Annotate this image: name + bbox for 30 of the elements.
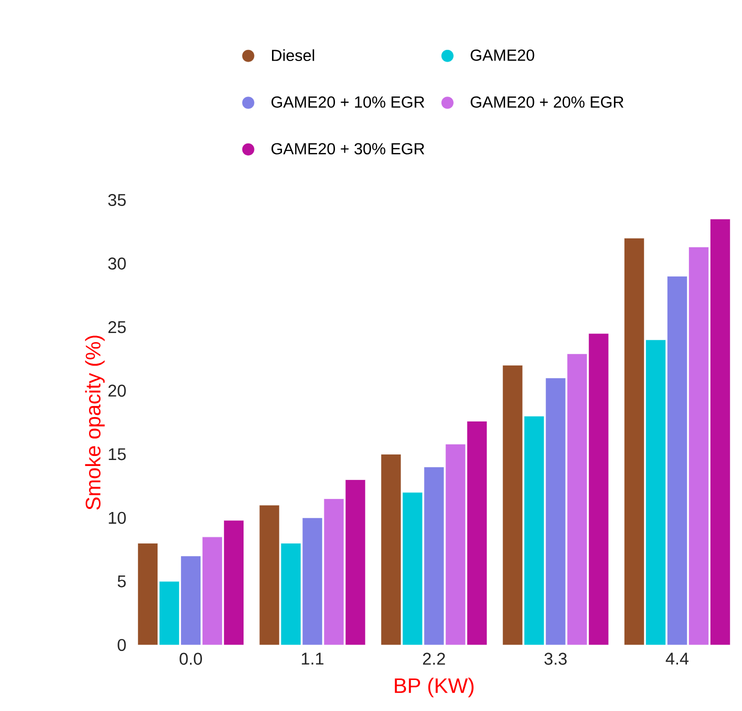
x-tick-label: 0.0	[180, 652, 202, 665]
legend-label: GAME20 + 20% EGR	[470, 96, 624, 108]
legend-label: GAME20	[470, 50, 534, 61]
bar	[202, 536, 223, 645]
bar	[180, 556, 202, 645]
bar	[424, 466, 444, 645]
y-tick-label: 15	[108, 448, 126, 460]
bar	[566, 354, 588, 645]
bar	[667, 276, 688, 645]
legend-label: Diesel	[272, 49, 314, 62]
bar	[324, 498, 344, 645]
legend-label: GAME20 + 30% EGR	[272, 143, 424, 154]
y-tick-label: 5	[118, 575, 126, 588]
y-tick-label: 10	[108, 512, 126, 524]
y-tick-label: 20	[108, 384, 126, 397]
bar	[445, 444, 466, 645]
y-tick-label: 25	[108, 321, 126, 334]
y-axis-title: Smoke opacity (%)	[85, 336, 105, 510]
bar	[688, 246, 709, 645]
legend-label: GAME20 + 10% EGR	[272, 96, 424, 108]
x-tick-label: 3.3	[544, 652, 567, 665]
x-tick-label: 1.1	[302, 652, 324, 664]
x-tick-label: 4.4	[666, 652, 689, 664]
y-tick-label: 35	[108, 194, 126, 206]
y-tick-label: 0	[118, 638, 126, 652]
y-tick-label: 30	[108, 258, 126, 270]
x-axis-title: BP (KW)	[394, 678, 474, 698]
bar	[545, 378, 566, 645]
x-tick-label: 2.2	[423, 652, 445, 665]
bar	[302, 518, 323, 645]
